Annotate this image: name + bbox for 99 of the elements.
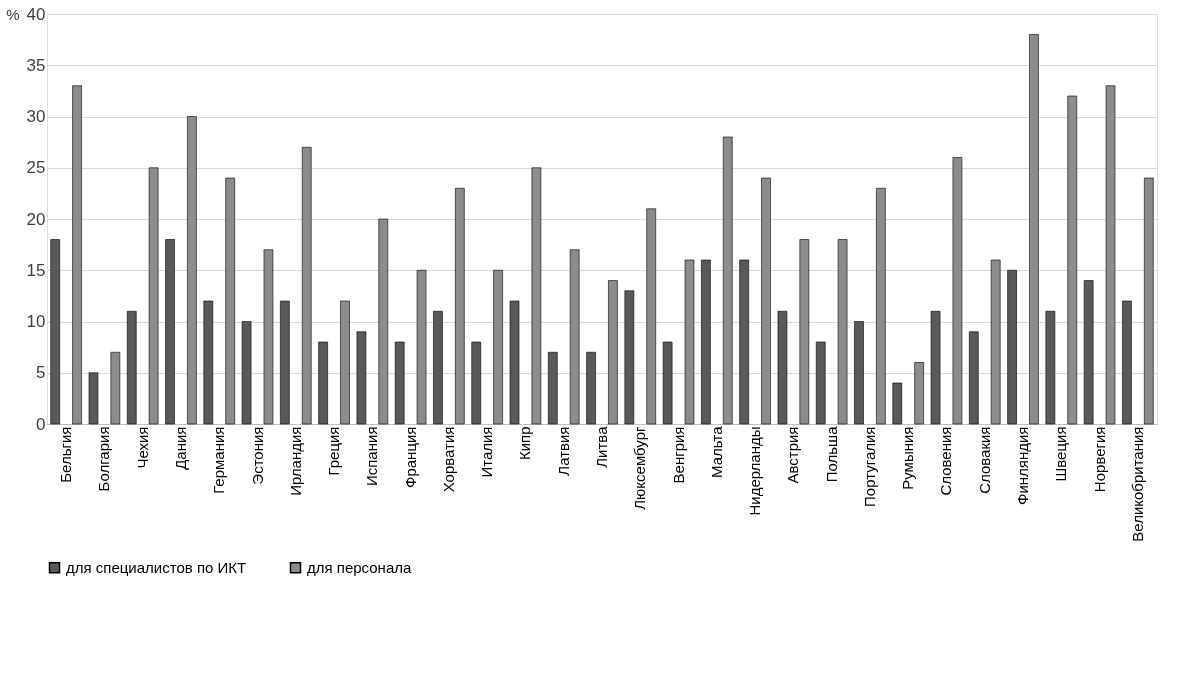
bar bbox=[1029, 34, 1039, 425]
y-tick-label: 35 bbox=[26, 55, 46, 75]
bar bbox=[547, 351, 558, 425]
bar bbox=[1105, 85, 1116, 425]
bar bbox=[701, 259, 711, 425]
bar bbox=[148, 167, 159, 425]
x-tick-label: Греция bbox=[325, 426, 343, 476]
bar bbox=[378, 218, 389, 425]
bar bbox=[455, 187, 465, 425]
x-tick-label: Мальта bbox=[707, 425, 725, 478]
x-tick-label: Венгрия bbox=[669, 426, 687, 484]
x-tick-label: Ирландия bbox=[286, 426, 304, 496]
x-tick-label: Хорватия bbox=[439, 426, 457, 493]
y-tick-label: 20 bbox=[26, 209, 46, 229]
bar bbox=[930, 310, 941, 425]
x-tick-label: Италия bbox=[478, 426, 496, 478]
bar bbox=[608, 280, 618, 425]
x-tick-label: Латвия bbox=[554, 426, 572, 476]
bar bbox=[1045, 310, 1056, 425]
bar bbox=[876, 187, 886, 425]
bar bbox=[280, 300, 290, 425]
bar bbox=[126, 310, 137, 425]
bar bbox=[165, 239, 175, 425]
bar bbox=[1083, 280, 1094, 425]
bar bbox=[88, 372, 99, 425]
bar bbox=[914, 362, 924, 425]
bar bbox=[318, 341, 328, 425]
x-tick-label: Польша bbox=[822, 425, 840, 483]
bar bbox=[952, 157, 963, 425]
x-tick-label: Франция bbox=[401, 426, 419, 488]
x-tick-label: Словения bbox=[937, 426, 955, 496]
bar bbox=[586, 351, 596, 425]
bar bbox=[110, 351, 121, 425]
bar bbox=[837, 239, 848, 425]
y-tick-label: 40 bbox=[26, 4, 46, 24]
bar bbox=[187, 116, 197, 425]
y-tick-label: 15 bbox=[26, 260, 46, 280]
bar bbox=[569, 249, 580, 425]
x-tick-label: Португалия bbox=[860, 426, 878, 507]
x-tick-label: Эстония bbox=[248, 426, 266, 485]
bar bbox=[50, 239, 60, 425]
bar bbox=[356, 331, 367, 425]
x-tick-label: Финляндия bbox=[1014, 426, 1032, 505]
x-tick-label: Австрия bbox=[784, 426, 802, 484]
y-axis-title: % bbox=[6, 5, 20, 23]
bar bbox=[416, 269, 427, 425]
bar bbox=[340, 300, 350, 425]
bar bbox=[433, 310, 443, 425]
y-tick-label: 10 bbox=[26, 312, 46, 331]
bar bbox=[1007, 269, 1017, 425]
legend-label: для специалистов по ИКТ bbox=[66, 558, 247, 576]
bar bbox=[531, 167, 542, 425]
bar bbox=[225, 177, 235, 425]
bar bbox=[854, 321, 864, 425]
x-tick-label: Литва bbox=[593, 425, 610, 468]
x-tick-label: Румыния bbox=[899, 426, 917, 490]
bar bbox=[761, 177, 771, 425]
bar bbox=[301, 146, 312, 425]
y-tick-label: 30 bbox=[26, 107, 46, 126]
bar bbox=[493, 269, 503, 425]
x-tick-label: Германия bbox=[210, 426, 228, 494]
y-tick-label: 0 bbox=[36, 414, 46, 434]
bar bbox=[684, 259, 695, 425]
x-tick-label: Испания bbox=[363, 426, 381, 487]
x-tick-label: Люксембург bbox=[631, 425, 649, 510]
x-tick-label: Бельгия bbox=[57, 426, 75, 483]
bar bbox=[394, 341, 405, 425]
bar bbox=[662, 341, 673, 425]
bar bbox=[969, 331, 979, 425]
bar bbox=[892, 382, 903, 425]
x-tick-label: Словакия bbox=[975, 426, 993, 494]
bar bbox=[509, 300, 520, 425]
legend-label: для персонала bbox=[307, 558, 412, 576]
bar bbox=[1144, 177, 1154, 425]
x-tick-label: Нидерланды bbox=[746, 426, 764, 516]
x-tick-label: Норвегия bbox=[1090, 426, 1108, 493]
x-tick-label: Чехия bbox=[133, 426, 151, 469]
x-tick-label: Болгария bbox=[95, 426, 113, 492]
bar bbox=[624, 290, 635, 425]
bar bbox=[739, 259, 749, 425]
bar bbox=[263, 249, 274, 425]
y-tick-label: 5 bbox=[36, 363, 46, 383]
bar bbox=[777, 310, 788, 425]
x-tick-label: Швеция bbox=[1052, 426, 1070, 482]
x-tick-label: Дания bbox=[171, 426, 189, 470]
bar bbox=[1122, 300, 1132, 425]
bar bbox=[799, 239, 810, 425]
bar bbox=[646, 208, 657, 425]
bar bbox=[990, 259, 1001, 425]
bar bbox=[471, 341, 482, 425]
bar bbox=[241, 321, 252, 425]
bar bbox=[203, 300, 214, 425]
bar bbox=[72, 85, 82, 425]
y-tick-label: 25 bbox=[26, 158, 46, 178]
bar bbox=[815, 341, 826, 425]
x-tick-label: Кипр bbox=[516, 426, 534, 461]
bar bbox=[722, 136, 733, 425]
bar bbox=[1067, 95, 1078, 425]
x-tick-label: Великобритания bbox=[1128, 426, 1146, 542]
